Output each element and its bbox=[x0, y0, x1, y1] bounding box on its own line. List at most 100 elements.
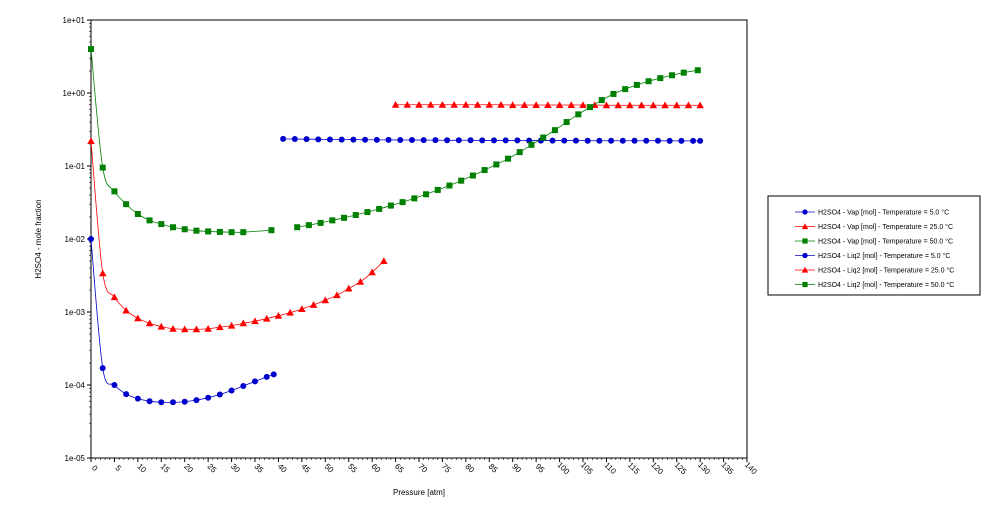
data-point bbox=[598, 97, 605, 104]
x-tick-label: 90 bbox=[510, 462, 523, 475]
data-point bbox=[434, 186, 441, 193]
data-point bbox=[567, 101, 576, 108]
data-point bbox=[274, 311, 283, 319]
x-tick-label: 60 bbox=[370, 462, 383, 475]
x-tick-label: 95 bbox=[534, 462, 547, 475]
data-point bbox=[473, 101, 482, 108]
data-point bbox=[631, 137, 638, 144]
data-point bbox=[385, 136, 392, 143]
legend: H2SO4 - Vap [mol] - Temperature = 5.0 °C… bbox=[767, 195, 981, 296]
data-point bbox=[684, 101, 693, 109]
data-point bbox=[216, 323, 224, 331]
legend-marker bbox=[801, 223, 809, 230]
x-tick-label: 115 bbox=[626, 461, 642, 477]
data-point bbox=[291, 136, 298, 143]
data-point bbox=[555, 101, 564, 108]
y-tick-label: 1e-05 bbox=[65, 454, 86, 463]
data-point bbox=[694, 67, 701, 74]
data-point bbox=[575, 111, 582, 118]
data-point bbox=[654, 137, 661, 144]
data-point bbox=[455, 137, 462, 144]
data-point bbox=[602, 101, 611, 109]
data-point bbox=[286, 308, 294, 316]
x-tick-label: 100 bbox=[555, 460, 571, 476]
data-point bbox=[98, 269, 107, 277]
data-point bbox=[321, 296, 330, 304]
data-point bbox=[426, 101, 435, 108]
x-tick-label: 80 bbox=[463, 462, 476, 475]
data-point bbox=[145, 319, 154, 327]
data-point bbox=[181, 226, 188, 233]
data-point bbox=[462, 101, 470, 108]
data-point bbox=[228, 387, 235, 394]
legend-marker bbox=[802, 238, 808, 244]
data-point bbox=[298, 305, 306, 312]
data-point bbox=[193, 227, 200, 234]
data-point bbox=[356, 277, 365, 285]
data-point bbox=[376, 205, 383, 212]
data-point bbox=[490, 137, 497, 144]
data-point bbox=[399, 199, 406, 206]
legend-entry: H2SO4 - Liq2 [mol] - Temperature = 50.0 … bbox=[818, 281, 954, 289]
data-point bbox=[415, 101, 423, 108]
data-point bbox=[678, 137, 685, 144]
data-point bbox=[467, 137, 474, 144]
data-point bbox=[549, 137, 556, 144]
series-line bbox=[297, 69, 698, 228]
data-point bbox=[469, 172, 476, 179]
data-point bbox=[696, 101, 704, 109]
data-point bbox=[338, 136, 345, 143]
data-point bbox=[303, 136, 310, 143]
data-point bbox=[205, 228, 212, 235]
data-point bbox=[263, 373, 270, 380]
legend-marker bbox=[802, 281, 808, 288]
data-point bbox=[432, 137, 439, 144]
x-tick-label: 110 bbox=[603, 461, 619, 477]
data-point bbox=[645, 78, 652, 85]
data-point bbox=[262, 314, 271, 322]
data-point bbox=[397, 137, 404, 144]
data-point bbox=[309, 301, 318, 308]
legend-entry: H2SO4 - Vap [mol] - Temperature = 50.0 °… bbox=[818, 238, 953, 246]
data-point bbox=[294, 224, 301, 231]
x-tick-label: 55 bbox=[346, 462, 359, 475]
data-point bbox=[505, 155, 512, 162]
y-tick-label: 1e-01 bbox=[65, 162, 86, 171]
x-axis-title: Pressure [atm] bbox=[393, 488, 445, 497]
x-tick-label: 40 bbox=[276, 462, 289, 475]
data-point bbox=[169, 324, 177, 332]
data-point bbox=[697, 137, 704, 144]
data-point bbox=[672, 101, 681, 109]
data-point bbox=[622, 86, 629, 93]
data-point bbox=[270, 371, 277, 378]
y-axis: 1e-05 1e-04 1e-03 1e-02 1e-01 1e+00 1e+01 bbox=[63, 16, 91, 463]
series-line bbox=[90, 49, 272, 233]
data-point bbox=[350, 136, 357, 143]
data-point bbox=[88, 236, 94, 242]
data-point bbox=[240, 382, 247, 389]
x-tick-label: 120 bbox=[649, 460, 665, 476]
data-point bbox=[157, 322, 166, 330]
x-tick-label: 130 bbox=[696, 460, 712, 476]
data-point bbox=[134, 314, 142, 322]
data-point bbox=[170, 224, 176, 231]
series-line bbox=[90, 140, 385, 330]
data-point bbox=[561, 137, 568, 144]
data-point bbox=[134, 211, 141, 218]
plot-frame bbox=[90, 19, 748, 459]
data-point bbox=[204, 324, 212, 332]
data-point bbox=[240, 229, 247, 236]
legend-marker bbox=[801, 266, 809, 273]
data-point bbox=[170, 399, 176, 406]
data-point bbox=[252, 378, 258, 385]
data-point bbox=[315, 136, 322, 143]
x-tick-label: 0 bbox=[90, 463, 100, 473]
data-point bbox=[528, 141, 535, 148]
data-point bbox=[610, 90, 617, 97]
x-tick-label: 45 bbox=[299, 462, 312, 475]
data-point bbox=[380, 257, 388, 264]
data-point bbox=[532, 101, 540, 108]
series-1 bbox=[88, 236, 277, 406]
data-point bbox=[540, 134, 547, 141]
